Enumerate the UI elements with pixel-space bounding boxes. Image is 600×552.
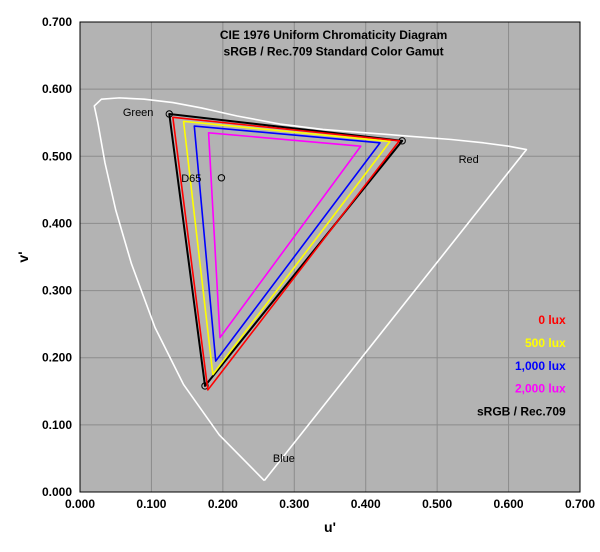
chart-title-line2: sRGB / Rec.709 Standard Color Gamut [224,45,444,59]
xtick-label: 0.400 [351,497,381,511]
xtick-label: 0.100 [136,497,166,511]
legend-item: sRGB / Rec.709 [477,404,566,418]
xtick-label: 0.600 [494,497,524,511]
plot-area [80,22,580,492]
ytick-label: 0.600 [42,82,72,96]
ytick-label: 0.200 [42,351,72,365]
ytick-label: 0.700 [42,15,72,29]
chromaticity-chart: 0.000 0.100 0.200 0.300 0.400 0.500 0.600 0.700… [4,4,596,548]
ytick-label: 0.500 [42,149,72,163]
region-label: Red [459,154,479,166]
ytick-label: 0.400 [42,216,72,230]
xtick-label: 0.300 [279,497,309,511]
region-label: Green [123,107,154,119]
chart-title-line1: CIE 1976 Uniform Chromaticity Diagram [220,28,447,42]
region-label: Blue [273,453,295,465]
ytick-label: 0.100 [42,418,72,432]
x-axis-title: u' [324,519,336,535]
xtick-label: 0.000 [65,497,95,511]
y-axis-title: v' [15,251,31,262]
xtick-label: 0.200 [208,497,238,511]
xtick-label: 0.700 [565,497,595,511]
legend-item: 0 lux [538,313,566,327]
ytick-label: 0.300 [42,284,72,298]
ytick-label: 0.000 [42,485,72,499]
legend-item: 1,000 lux [515,359,566,373]
legend-item: 500 lux [525,336,566,350]
legend-item: 2,000 lux [515,382,566,396]
d65-label: D65 [181,173,201,185]
xtick-label: 0.500 [422,497,452,511]
